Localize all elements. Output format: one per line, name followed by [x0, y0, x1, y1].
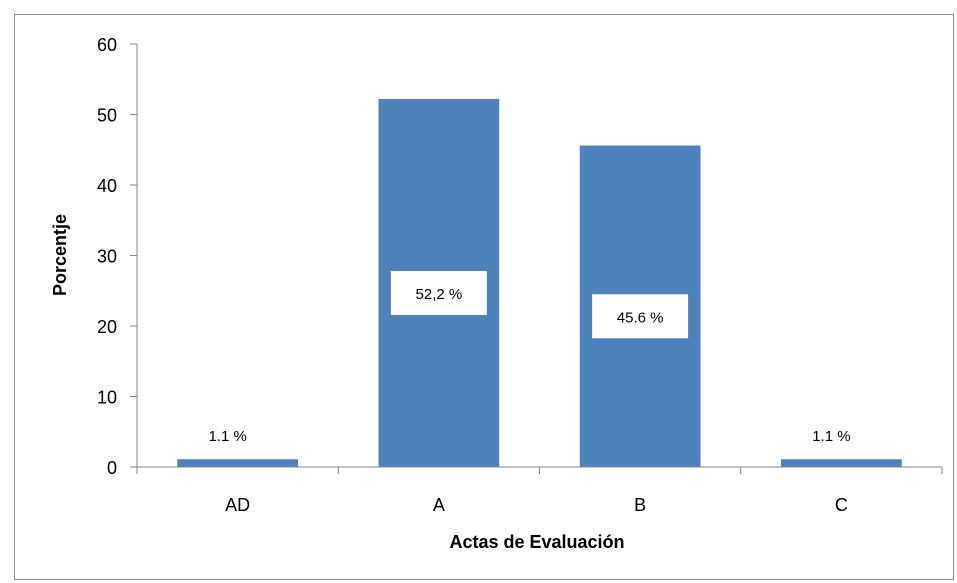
data-label-box: [390, 270, 487, 315]
data-label: 45.6 %: [617, 309, 664, 326]
x-axis-ticks: AD A B C: [136, 467, 943, 515]
x-tick-label-ad: AD: [225, 495, 250, 515]
data-label: 1.1 %: [208, 428, 246, 445]
bar-ad: [177, 459, 298, 467]
y-axis-title: Porcentje: [50, 214, 70, 296]
y-tick-label: 40: [97, 176, 117, 196]
data-label: 1.1 %: [812, 428, 850, 445]
x-tick-label-a: A: [433, 495, 445, 515]
data-label-box: [592, 294, 689, 339]
bar-c: [781, 459, 902, 467]
y-tick-label: 10: [97, 388, 117, 408]
y-tick-label: 20: [97, 317, 117, 337]
axes: [136, 44, 942, 468]
data-labels: 1.1 % 52,2 % 45.6 % 1.1 %: [208, 270, 851, 445]
x-tick-label-b: B: [634, 495, 646, 515]
y-tick-label: 30: [97, 247, 117, 267]
y-axis-ticks: 0 10 20 30 40 50 60: [97, 35, 137, 478]
x-tick-label-c: C: [835, 495, 848, 515]
bars: [177, 98, 902, 468]
y-tick-label: 50: [97, 106, 117, 126]
x-axis-title: Actas de Evaluación: [449, 532, 624, 552]
y-tick-label: 0: [107, 458, 117, 478]
data-label: 52,2 %: [416, 286, 463, 303]
y-tick-label: 60: [97, 35, 117, 55]
